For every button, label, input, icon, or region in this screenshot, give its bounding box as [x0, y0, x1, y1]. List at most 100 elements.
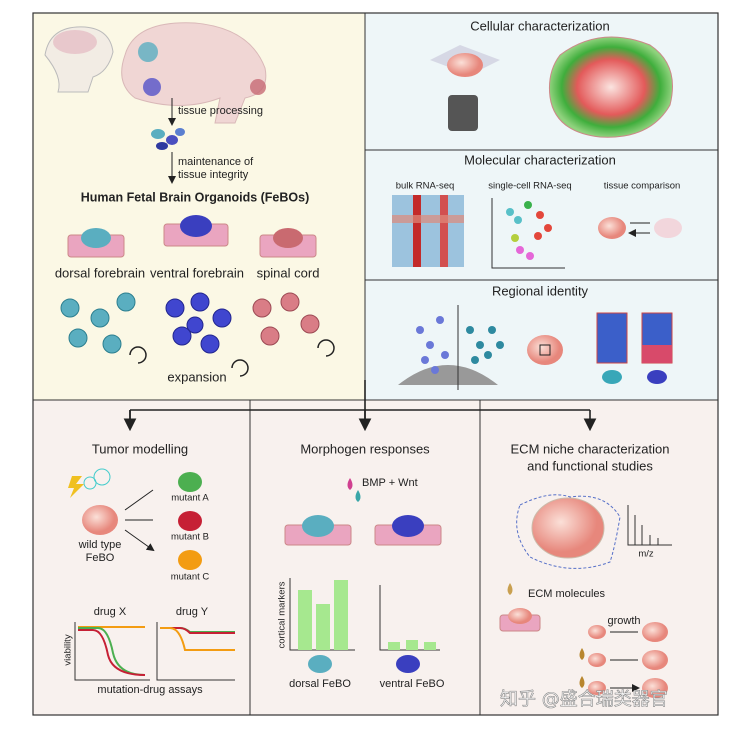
bar [406, 640, 418, 650]
dishes [60, 215, 335, 377]
arrows [610, 631, 638, 688]
watermark: 知乎 @盛合瑞类器官 [500, 689, 668, 710]
curve [160, 627, 235, 651]
drop [347, 478, 353, 490]
caption: mutation-drug assays [97, 684, 203, 696]
curve [160, 627, 235, 634]
microscope [448, 95, 478, 131]
cycle-arrows [129, 339, 335, 377]
axes [379, 585, 440, 651]
section-title: and functional studies [527, 458, 653, 473]
frame [32, 12, 719, 716]
matrix [516, 494, 621, 569]
heatmap-col [413, 195, 421, 267]
bottom-illustrations [68, 468, 672, 698]
treatment-label: BMP + Wnt [362, 477, 418, 489]
organoid [81, 228, 111, 248]
section-part [642, 345, 672, 363]
clusters [506, 201, 552, 260]
axes [156, 622, 235, 681]
bar [424, 642, 436, 650]
organoid [588, 681, 606, 695]
expansion-label: expansion [167, 369, 226, 384]
step-label: tissue integrity [178, 169, 249, 181]
stained-section [549, 36, 673, 138]
bolt [68, 476, 84, 498]
organoid [598, 217, 626, 239]
region-ventral [143, 78, 161, 96]
mutant-label: mutant B [171, 532, 209, 543]
tissue-piece [156, 142, 168, 150]
section [596, 312, 628, 364]
mutant [178, 550, 202, 570]
organoid [642, 650, 668, 670]
tissue [654, 218, 682, 238]
organoid [447, 53, 483, 77]
region-label: dorsal forebrain [55, 265, 145, 280]
mass-spec [627, 505, 672, 546]
method-label: single-cell RNA-seq [488, 181, 571, 192]
organoid [527, 335, 563, 365]
tissue-piece [175, 128, 185, 136]
organoid [82, 505, 118, 535]
organoid [642, 622, 668, 642]
axis-label: cortical markers [277, 581, 288, 648]
zoom-box [539, 344, 551, 356]
volcano-base [398, 365, 498, 385]
heatmap [392, 195, 464, 267]
region-label: spinal cord [257, 265, 320, 280]
bar [298, 590, 312, 650]
axis-label: m/z [638, 549, 654, 560]
region-label: ventral forebrain [150, 265, 244, 280]
drop [507, 583, 513, 595]
organoid [642, 678, 668, 698]
section-title: Tumor modelling [92, 441, 188, 456]
organoid-label: ventral FeBO [380, 678, 445, 690]
section-title: Regional identity [492, 283, 589, 298]
organoid [302, 515, 334, 537]
tissue-piece [151, 129, 165, 139]
bar [388, 642, 400, 650]
drug-label: drug X [94, 606, 127, 618]
method-label: bulk RNA-seq [396, 181, 455, 192]
heatmap-row [392, 215, 464, 223]
organoid [588, 625, 606, 639]
cell [308, 655, 332, 673]
organoid [273, 228, 303, 248]
organoid [588, 653, 606, 667]
method-label: tissue comparison [604, 181, 681, 192]
drop [355, 490, 361, 502]
organoid-label: FeBO [86, 552, 115, 564]
growth-label: growth [607, 615, 640, 627]
drops [579, 648, 585, 688]
brain-small [53, 30, 97, 54]
organoid [508, 608, 532, 624]
step-label: tissue processing [178, 105, 263, 117]
mutant [178, 472, 202, 492]
compare-arrows [630, 222, 650, 233]
organoid-label: dorsal FeBO [289, 678, 351, 690]
section-title: Morphogen responses [300, 441, 430, 456]
bar [334, 580, 348, 650]
section-title: Molecular characterization [464, 152, 616, 167]
axes [289, 578, 355, 651]
arrows [124, 489, 153, 550]
axis-label: viability [63, 634, 74, 665]
cell [396, 655, 420, 673]
organoid [180, 215, 212, 237]
organoid [531, 497, 605, 559]
region-dorsal [138, 42, 158, 62]
mutant [178, 511, 202, 531]
right-illustrations [392, 36, 682, 390]
title: Human Fetal Brain Organoids (FeBOs) [81, 190, 310, 204]
step-label: maintenance of [178, 156, 254, 168]
region-spinal [250, 79, 266, 95]
bar [316, 604, 330, 650]
brain-illustration [44, 22, 267, 184]
axes [74, 622, 150, 681]
section-title: ECM niche characterization [511, 441, 670, 456]
tissue-piece [166, 135, 178, 145]
curve [78, 629, 146, 676]
mutant-label: mutant A [171, 493, 209, 504]
